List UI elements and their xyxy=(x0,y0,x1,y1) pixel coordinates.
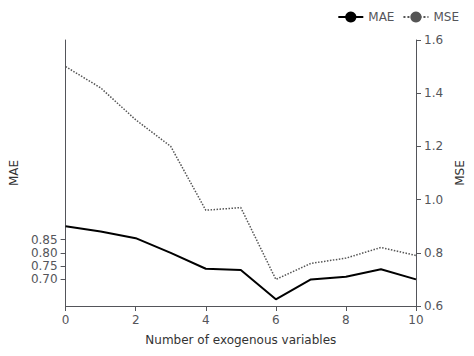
svg-text:0.8: 0.8 xyxy=(424,246,443,260)
svg-text:0.75: 0.75 xyxy=(31,259,58,273)
svg-text:2: 2 xyxy=(132,313,140,327)
svg-text:10: 10 xyxy=(408,313,423,327)
svg-text:4: 4 xyxy=(202,313,210,327)
svg-text:1.0: 1.0 xyxy=(424,193,443,207)
svg-text:0.85: 0.85 xyxy=(31,233,58,247)
svg-text:MAE: MAE xyxy=(7,160,21,186)
svg-text:1.4: 1.4 xyxy=(424,86,443,100)
svg-text:MSE: MSE xyxy=(453,160,467,186)
svg-text:0.6: 0.6 xyxy=(424,299,443,313)
svg-text:1.2: 1.2 xyxy=(424,139,443,153)
svg-text:MAE: MAE xyxy=(368,10,394,24)
svg-text:8: 8 xyxy=(342,313,350,327)
svg-text:0.70: 0.70 xyxy=(31,272,58,286)
svg-text:Number of exogenous variables: Number of exogenous variables xyxy=(145,333,336,347)
svg-text:0: 0 xyxy=(62,313,70,327)
svg-text:1.6: 1.6 xyxy=(424,33,443,47)
svg-text:MSE: MSE xyxy=(433,10,459,24)
svg-text:0.80: 0.80 xyxy=(31,246,58,260)
svg-text:6: 6 xyxy=(272,313,280,327)
